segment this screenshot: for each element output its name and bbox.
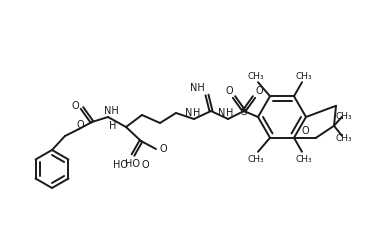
Text: CH₃: CH₃ [248, 155, 264, 164]
Text: CH₃: CH₃ [296, 72, 312, 80]
Text: O: O [71, 101, 79, 111]
Text: NH: NH [190, 83, 204, 93]
Text: S: S [241, 106, 247, 116]
Text: O: O [225, 86, 233, 96]
Text: H: H [109, 121, 116, 131]
Text: N: N [218, 108, 226, 118]
Text: O: O [76, 119, 84, 129]
Text: O: O [141, 159, 149, 169]
Text: O: O [301, 125, 309, 135]
Text: CH₃: CH₃ [248, 72, 264, 80]
Text: H: H [193, 108, 201, 118]
Text: O: O [255, 86, 263, 96]
Text: HO: HO [124, 158, 139, 168]
Text: N: N [185, 108, 193, 118]
Text: HO: HO [113, 159, 128, 169]
Text: NH: NH [103, 106, 119, 116]
Text: CH₃: CH₃ [336, 112, 352, 121]
Text: O: O [159, 143, 167, 153]
Text: CH₃: CH₃ [336, 134, 352, 143]
Text: CH₃: CH₃ [296, 155, 312, 164]
Text: H: H [226, 108, 234, 118]
